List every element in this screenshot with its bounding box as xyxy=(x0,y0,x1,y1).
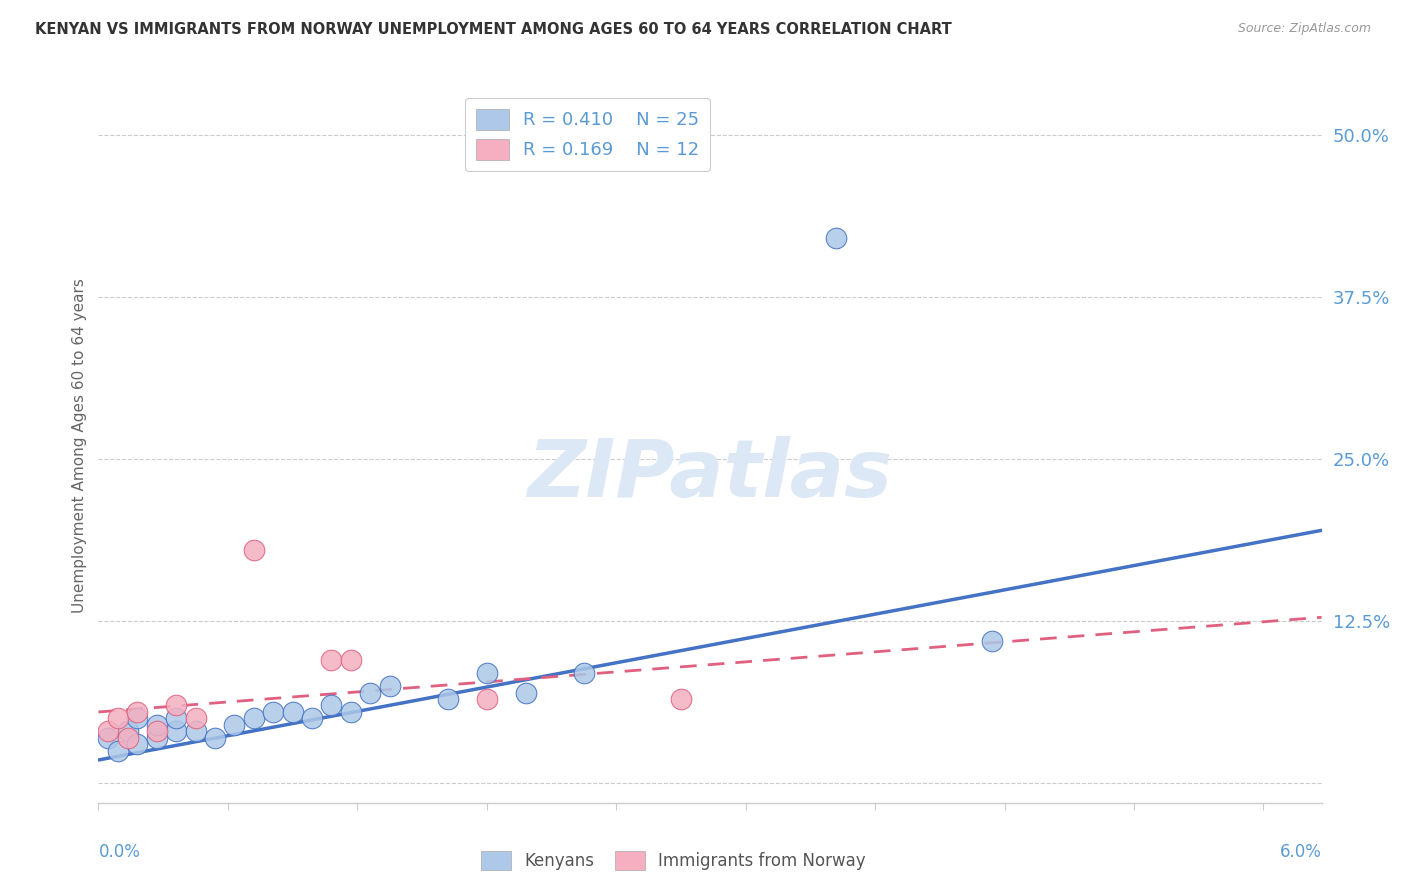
Point xyxy=(281,705,304,719)
Point xyxy=(184,711,207,725)
Point xyxy=(475,666,498,681)
Point xyxy=(107,744,129,758)
Text: KENYAN VS IMMIGRANTS FROM NORWAY UNEMPLOYMENT AMONG AGES 60 TO 64 YEARS CORRELAT: KENYAN VS IMMIGRANTS FROM NORWAY UNEMPLO… xyxy=(35,22,952,37)
Point xyxy=(825,231,848,245)
Point xyxy=(204,731,226,745)
Text: 0.0%: 0.0% xyxy=(98,843,141,861)
Point xyxy=(97,731,120,745)
Point xyxy=(340,653,363,667)
Point xyxy=(262,705,284,719)
Point xyxy=(97,724,120,739)
Point xyxy=(184,724,207,739)
Point xyxy=(165,698,187,713)
Point xyxy=(515,685,537,699)
Point xyxy=(301,711,323,725)
Text: Source: ZipAtlas.com: Source: ZipAtlas.com xyxy=(1237,22,1371,36)
Point xyxy=(437,692,460,706)
Legend: Kenyans, Immigrants from Norway: Kenyans, Immigrants from Norway xyxy=(471,841,876,880)
Point xyxy=(165,711,187,725)
Point xyxy=(107,711,129,725)
Point xyxy=(321,653,343,667)
Point xyxy=(980,633,1002,648)
Point xyxy=(359,685,381,699)
Point xyxy=(117,724,139,739)
Text: ZIPatlas: ZIPatlas xyxy=(527,435,893,514)
Point xyxy=(127,738,149,752)
Point xyxy=(340,705,363,719)
Point xyxy=(321,698,343,713)
Y-axis label: Unemployment Among Ages 60 to 64 years: Unemployment Among Ages 60 to 64 years xyxy=(72,278,87,614)
Point xyxy=(145,731,167,745)
Point xyxy=(572,666,595,681)
Point xyxy=(669,692,692,706)
Point xyxy=(127,711,149,725)
Point xyxy=(117,731,139,745)
Point xyxy=(224,718,246,732)
Point xyxy=(242,542,264,557)
Text: 6.0%: 6.0% xyxy=(1279,843,1322,861)
Point xyxy=(242,711,264,725)
Point xyxy=(127,705,149,719)
Point xyxy=(145,718,167,732)
Point xyxy=(145,724,167,739)
Point xyxy=(475,692,498,706)
Point xyxy=(378,679,401,693)
Point xyxy=(165,724,187,739)
